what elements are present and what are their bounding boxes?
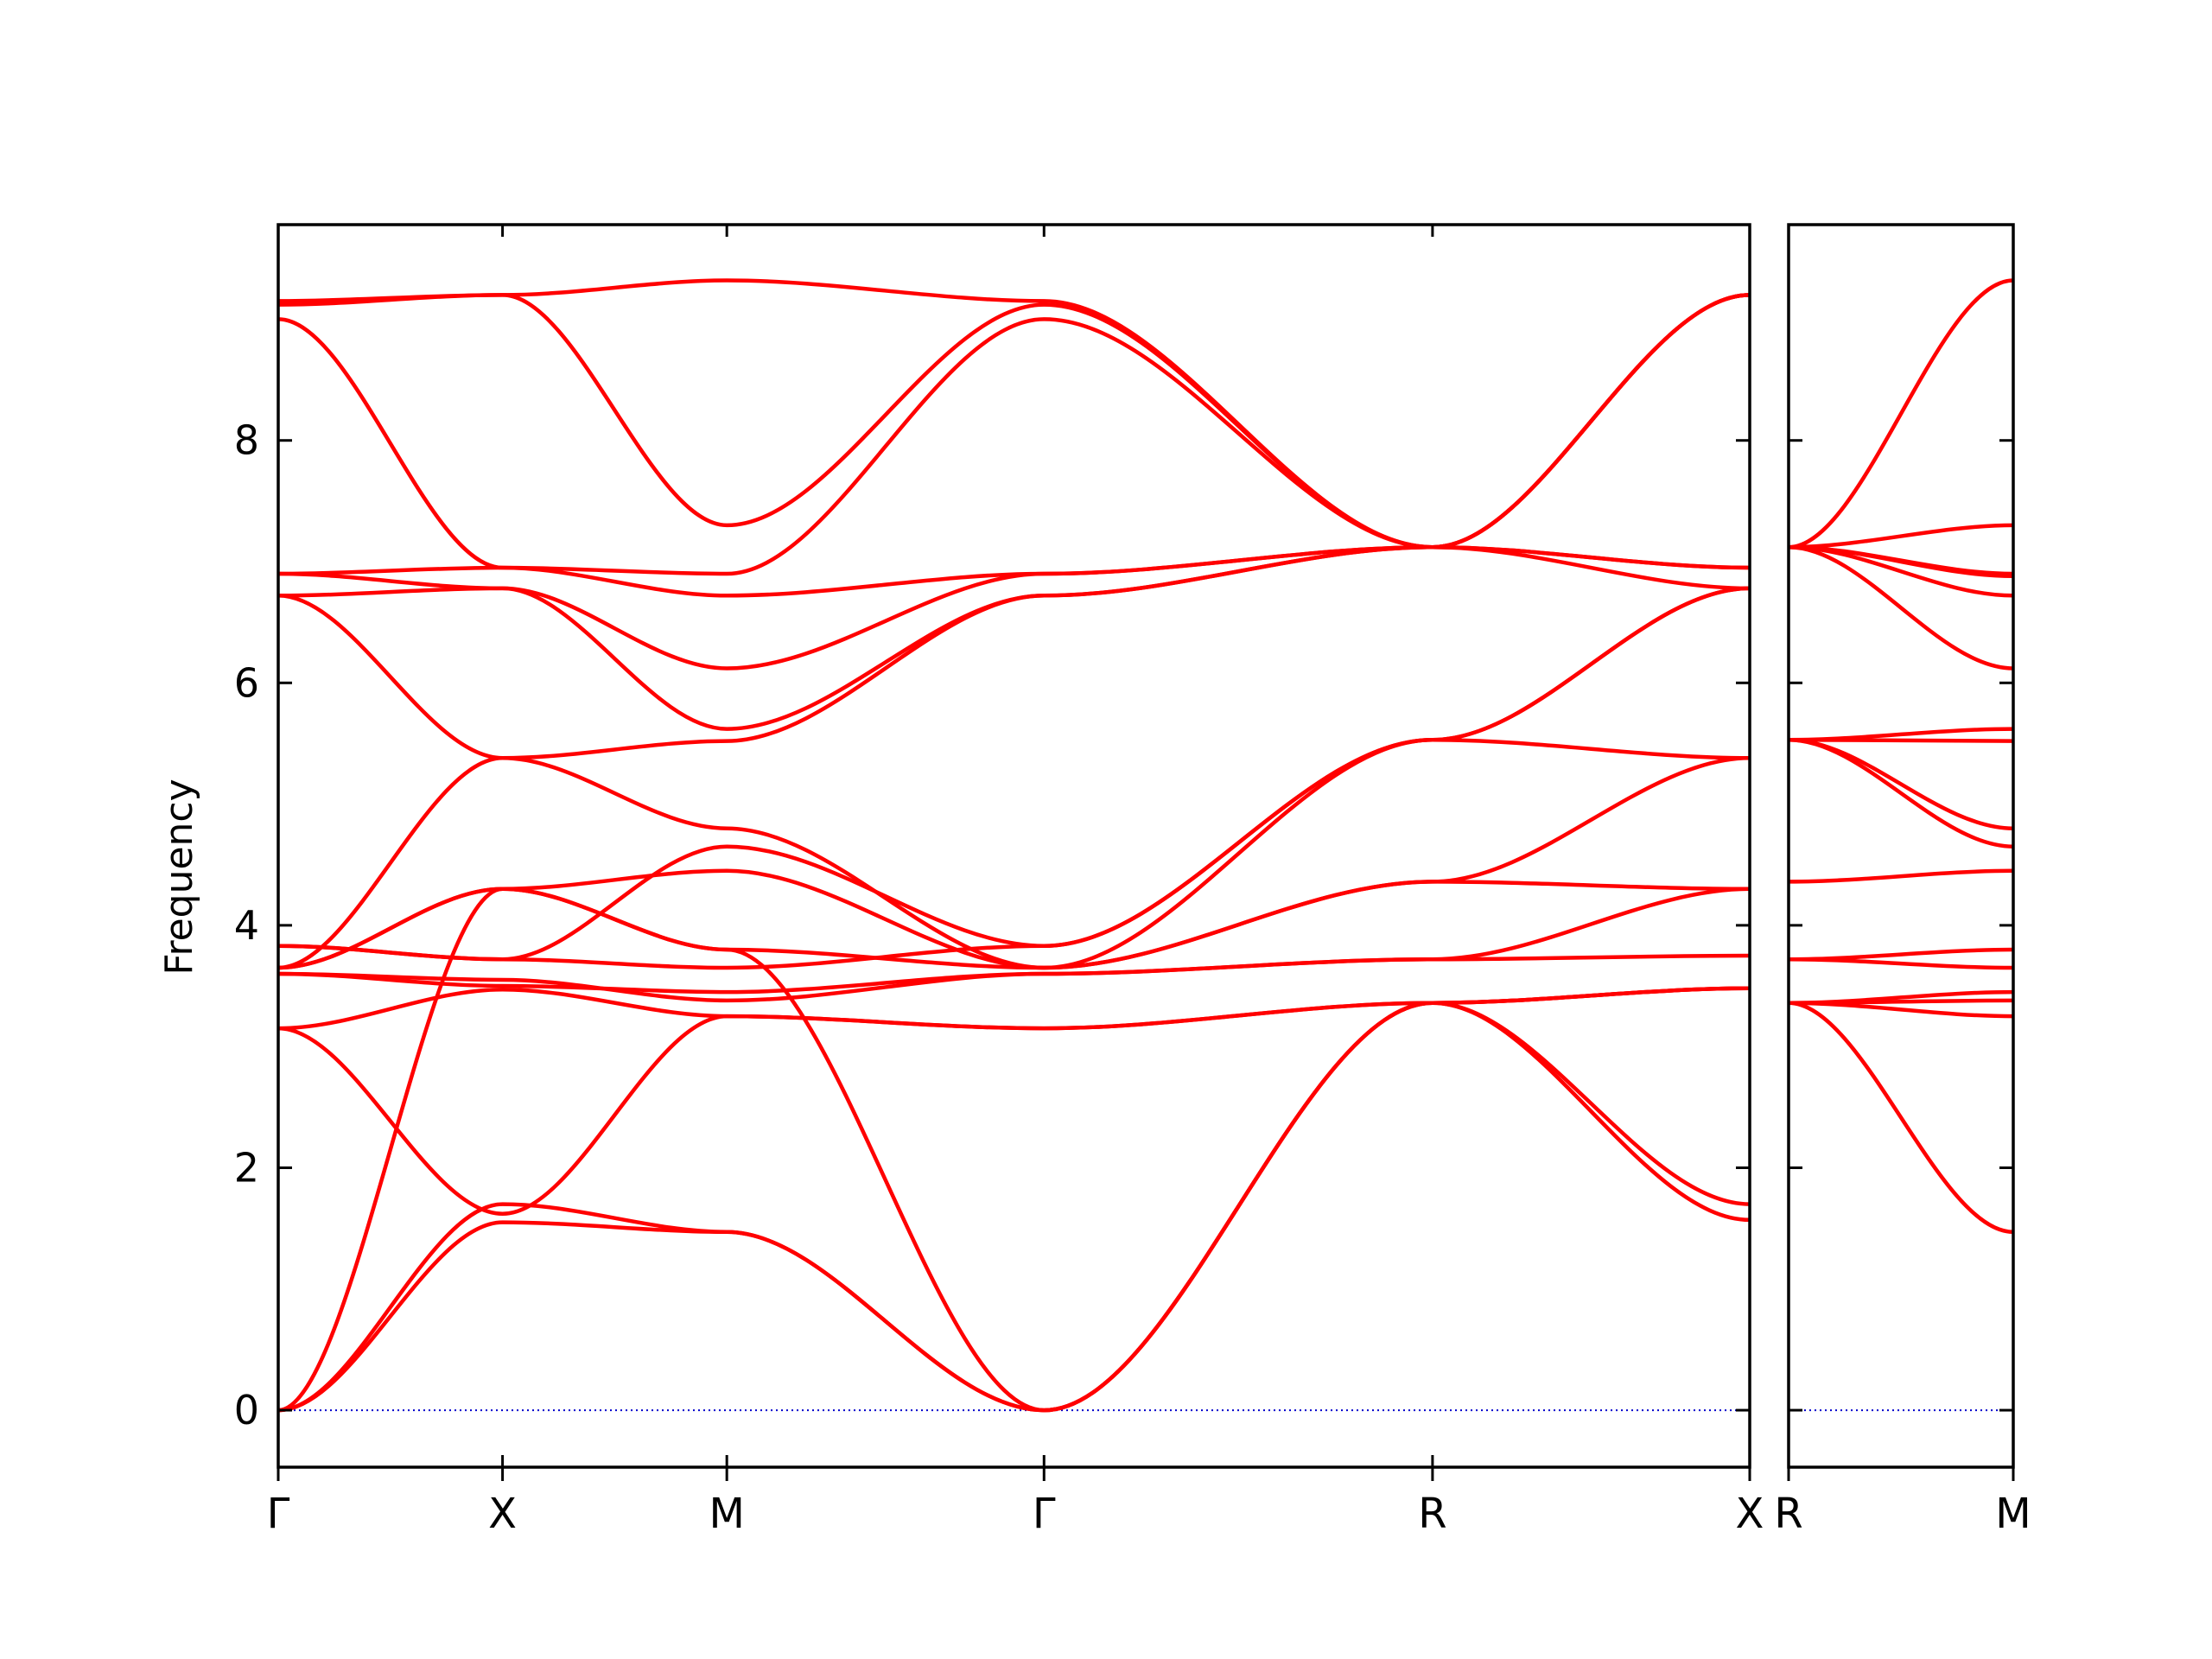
x-tick-label: M [1995, 1490, 2031, 1538]
band-path-main-9 [277, 756, 1751, 970]
x-tick-label: Γ [1033, 1490, 1056, 1538]
band-path-main-2 [277, 1001, 1751, 1413]
band-path-side-8 [1788, 737, 2014, 849]
band-path-side-9 [1788, 737, 2014, 830]
band-panel-main: 0 2 4 6 8 Γ X M Γ R X [234, 223, 1764, 1538]
band-path-main-19 [277, 278, 1751, 550]
plot-frame [276, 223, 1751, 1469]
band-path-main-12 [277, 586, 1751, 970]
band-path-main-4 [277, 986, 1751, 1217]
band-path-main-11 [277, 586, 1751, 962]
band-path-main-13 [277, 544, 1751, 760]
band-path-main-8 [277, 880, 1751, 970]
band-path-side-2 [1788, 1001, 2014, 1019]
band-path-side-6 [1788, 947, 2014, 962]
plot-frame [1787, 223, 2015, 1469]
band-path-main-15 [277, 544, 1751, 671]
band-path-side-4 [1788, 989, 2014, 1005]
band-path-side-12 [1788, 544, 2014, 671]
band-path-side-7 [1788, 868, 2014, 884]
y-tick-label: 2 [234, 1144, 259, 1191]
band-path-side-1 [1788, 1001, 2014, 1235]
band-path-side-5 [1788, 957, 2014, 970]
band-path-main-18 [277, 293, 1751, 550]
band-path-main-17 [277, 293, 1751, 576]
x-tick-label: R [1774, 1490, 1802, 1538]
x-tick-label: M [709, 1490, 744, 1538]
y-tick-label: 0 [234, 1387, 259, 1433]
y-tick-label: 8 [234, 417, 259, 464]
band-path-main-7 [277, 887, 1751, 1003]
band-path-side-17 [1788, 278, 2014, 550]
band-path-main-5 [277, 986, 1751, 1031]
x-tick-label: Γ [267, 1490, 290, 1538]
y-axis-label: Frequency [157, 779, 201, 975]
x-tick-label: X [1736, 1490, 1764, 1538]
y-tick-label: 4 [234, 902, 259, 949]
y-tick-label: 6 [234, 659, 259, 706]
band-path-side-11 [1788, 727, 2014, 742]
band-path-main-1 [277, 1001, 1751, 1413]
x-tick-label: X [488, 1490, 517, 1538]
band-path-side-16 [1788, 523, 2014, 550]
band-path-side-15 [1788, 544, 2014, 576]
x-tick-label: R [1418, 1490, 1446, 1538]
